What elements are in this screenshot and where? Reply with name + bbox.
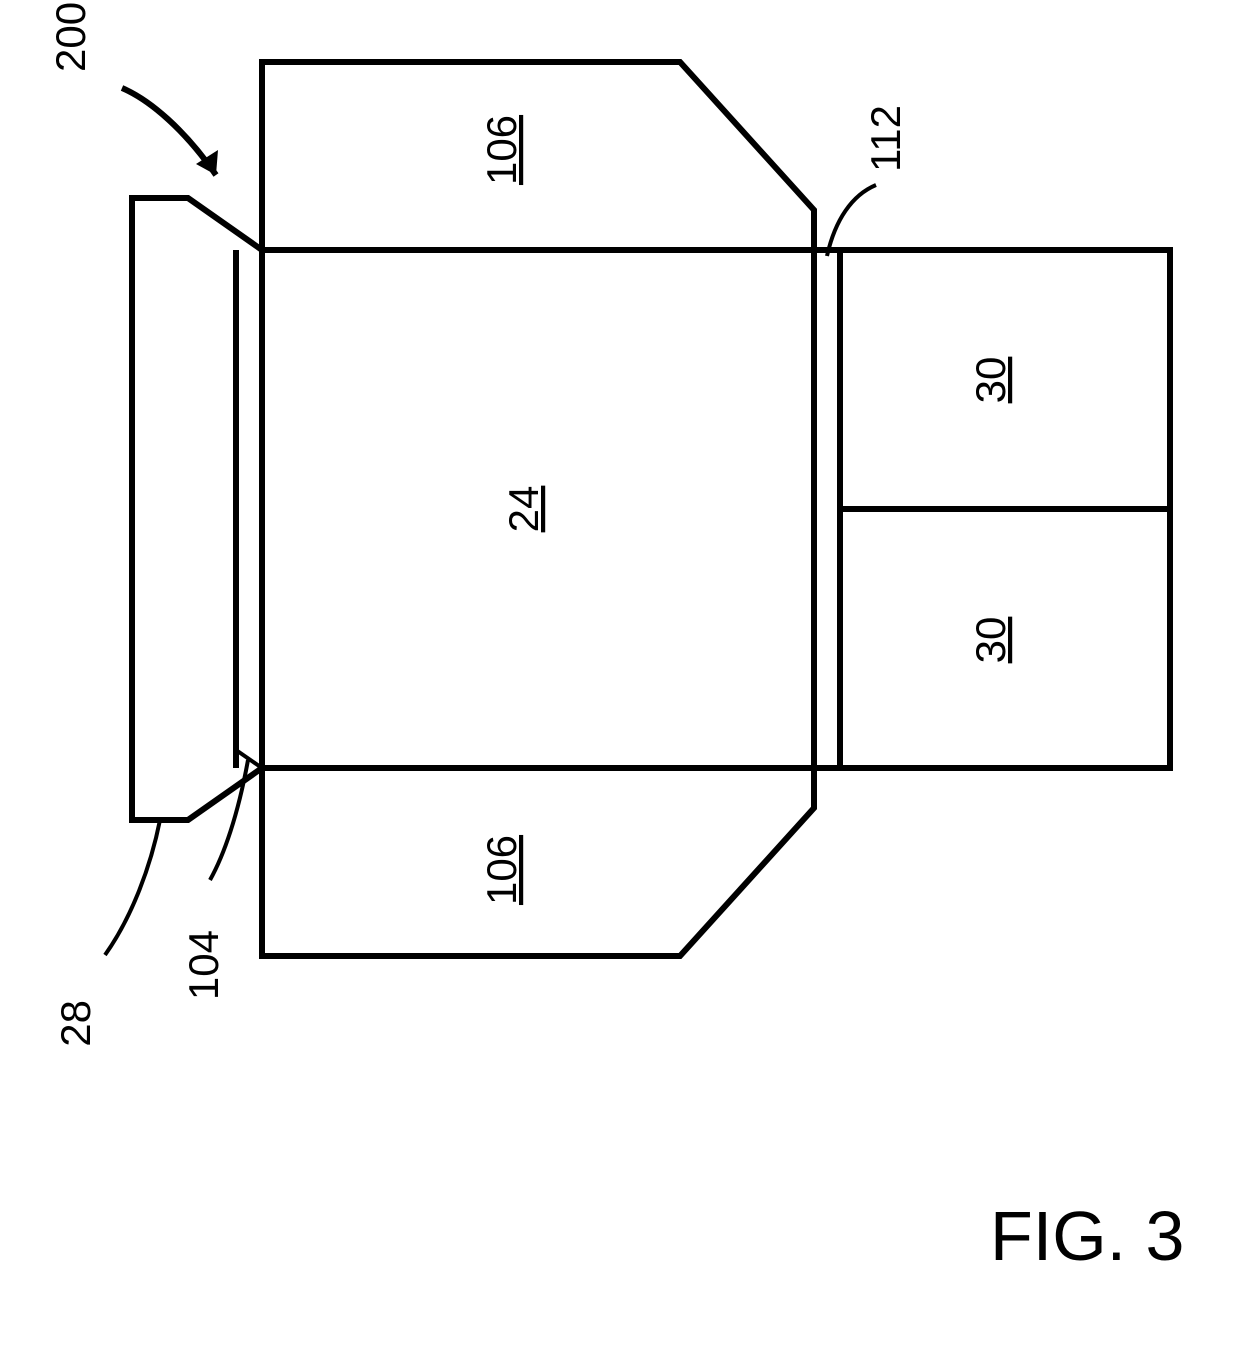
flap-side-bottom (262, 768, 814, 956)
leader-112 (827, 185, 876, 256)
ref-200: 200 (47, 2, 94, 72)
ref-24: 24 (500, 486, 547, 533)
drawing-group (105, 62, 1170, 956)
assembly-arrow (122, 88, 218, 175)
leader-28 (105, 820, 160, 955)
leader-104 (210, 760, 248, 880)
ref-106-top: 106 (478, 115, 525, 185)
panel-bottom (132, 198, 262, 820)
ref-104: 104 (180, 930, 227, 1000)
ref-28: 28 (52, 1000, 99, 1047)
figure-svg: 200 106 106 24 30 30 112 104 28 FIG. 3 (0, 0, 1240, 1365)
figure-caption: FIG. 3 (990, 1197, 1184, 1275)
flap-side-top (262, 62, 814, 250)
ref-112: 112 (862, 105, 909, 172)
ref-30-bot: 30 (967, 617, 1014, 664)
strip-right (814, 250, 840, 768)
ref-106-bot: 106 (478, 835, 525, 905)
ref-30-top: 30 (967, 357, 1014, 404)
